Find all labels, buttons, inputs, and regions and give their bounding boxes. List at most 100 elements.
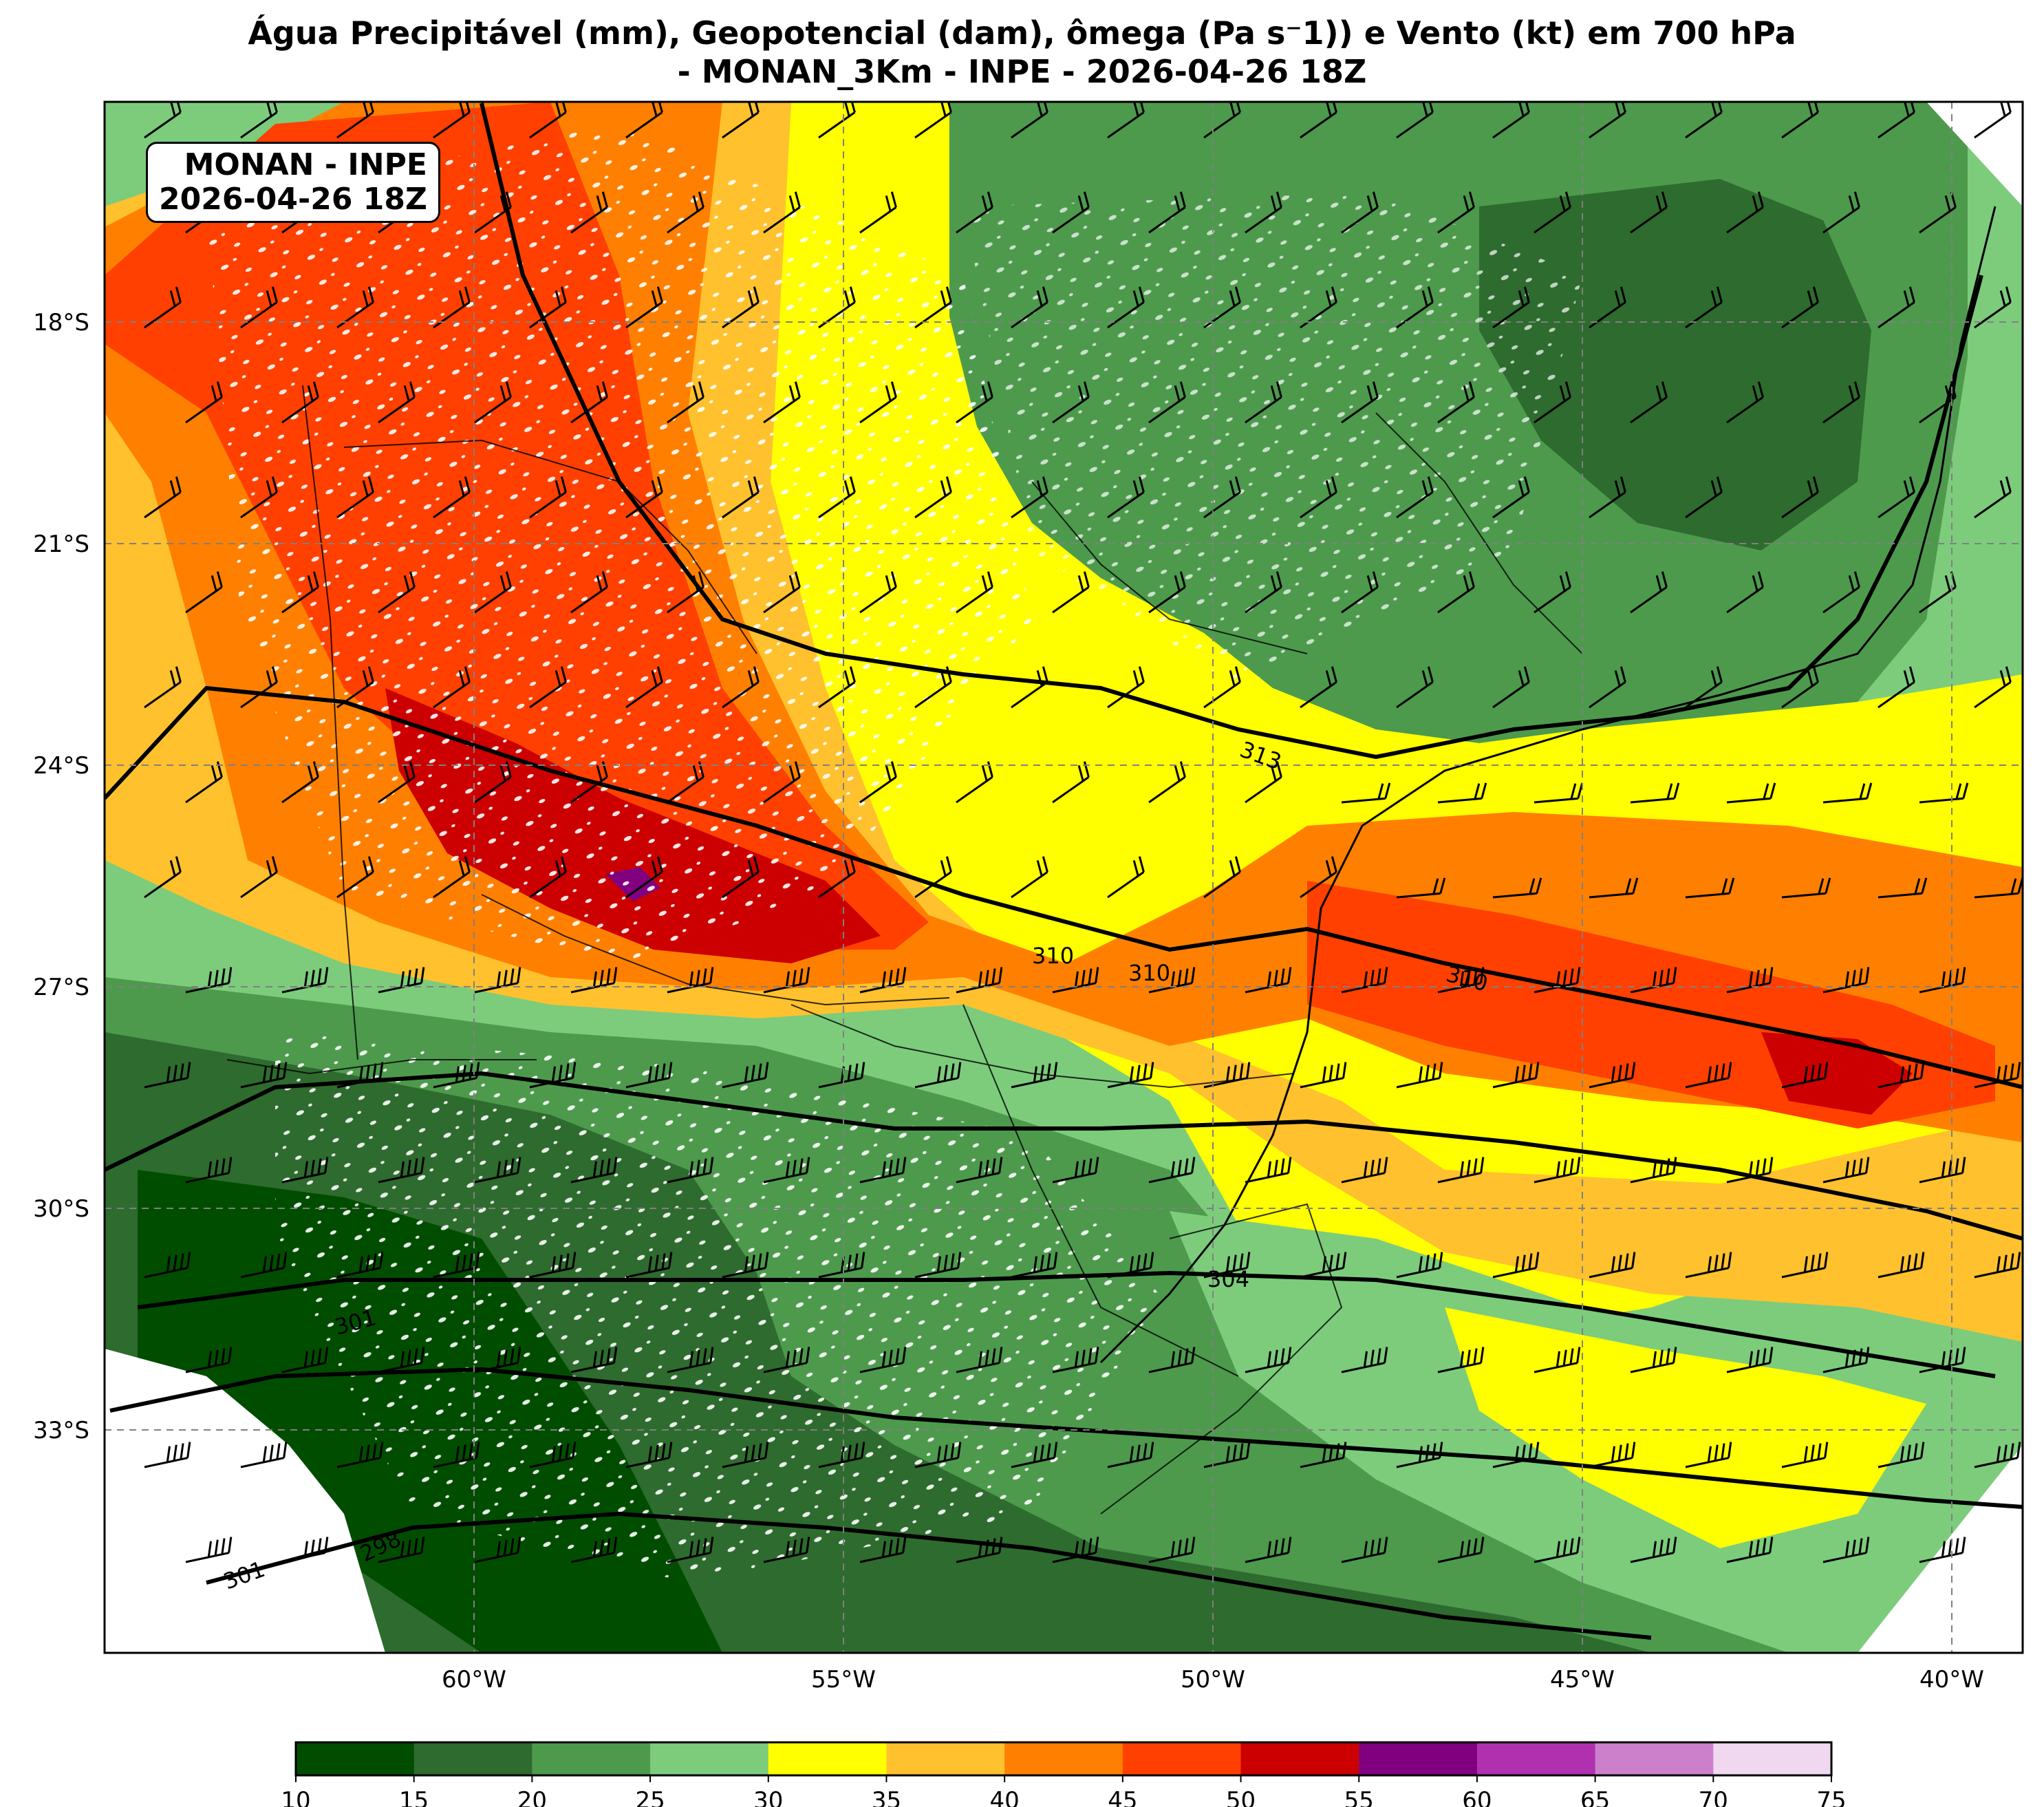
colorbar-segment [532,1742,651,1775]
wind-barb [1011,1062,1058,1089]
info-box-line-1: MONAN - INPE [184,147,427,182]
wind-barb [1052,1537,1099,1563]
wind-barb [722,102,760,139]
wind-barb [625,856,663,899]
wind-barb [1726,1157,1774,1184]
wind-barb [1245,1157,1292,1184]
wind-barb [1919,967,1966,994]
wind-barb [1396,476,1434,519]
wind-barb [240,286,278,329]
wind-barb [474,967,521,994]
wind-barb [336,286,374,329]
wind-barb [956,571,993,614]
wind-barb [1437,1347,1485,1373]
border-line [343,439,757,654]
wind-barb [1685,666,1723,709]
colorbar: 10 15 20 25 30 35 40 45 50 55 60 65 70 75 [281,1741,1847,1807]
wind-barb [1492,1062,1540,1089]
wind-barb [625,1062,673,1089]
wind-barb [570,191,608,234]
wind-barb [1341,782,1391,804]
wind-barb [570,761,608,804]
wind-barb [1300,1442,1347,1468]
colorbar-tick-label: 30 [753,1787,783,1807]
wind-barb [529,286,567,329]
coastline [1099,206,1997,1364]
colorbar-tick-label: 35 [872,1787,901,1807]
wind-barb [1396,1252,1443,1279]
wind-barb [1341,381,1379,424]
wind-barb [144,1252,191,1279]
plot-frame [103,100,2024,1654]
wind-barb [433,1442,480,1468]
wind-barb [1781,1252,1829,1279]
wind-barb [1300,666,1337,709]
colorbar-segment [413,1742,532,1775]
wind-barb [1974,102,2012,139]
wind-barb [1396,1442,1443,1468]
wind-barb [1011,666,1048,709]
wind-barb [1534,381,1571,424]
wind-barb [570,1347,618,1373]
wind-barb [281,381,319,424]
lat-tick-label: 24°S [33,752,89,780]
plot-area: 313 310 310 310 304 301 301 298 [105,102,2023,1653]
wind-barb [1781,102,1819,139]
wind-barb [240,102,278,139]
wind-barb [859,761,897,804]
wind-barb [1107,1062,1154,1089]
wind-barb [667,1157,714,1184]
colorbar-tick-label: 45 [1108,1787,1137,1807]
wind-barb [818,476,856,519]
colorbar-tick-label: 10 [281,1787,310,1807]
wind-barb [1822,191,1860,234]
wind-barb [914,476,952,519]
wind-barb [1396,666,1434,709]
wind-barb [433,102,471,139]
wind-barb [474,191,512,234]
wind-barb [185,381,223,424]
colorbar-segment [1240,1742,1359,1775]
wind-barb [474,761,512,804]
wind-barb [433,666,471,709]
wind-barb [1011,102,1048,139]
wind-barb [722,1252,769,1279]
border-line [962,1004,1239,1377]
wind-barb [1245,967,1292,994]
field-dark-red-east [1761,1032,1913,1115]
wind-barb [433,856,471,899]
border-line [1031,481,1308,654]
wind-barb [1974,1252,2021,1279]
wind-barb [1589,1062,1636,1089]
wind-barb [1726,571,1764,614]
lon-tick-label: 60°W [442,1666,506,1693]
border-line [790,1004,1294,1089]
wind-barb [1630,571,1668,614]
wind-barb [474,571,512,614]
wind-barb [956,1537,1003,1563]
wind-barb [1589,877,1639,899]
wind-barb [1878,286,1915,329]
wind-barb [1300,102,1337,139]
wind-barb [281,1157,329,1184]
wind-barb [1589,1442,1636,1468]
wind-barb [185,967,233,994]
wind-barb [1203,286,1241,329]
wind-barb [1107,666,1145,709]
wind-barb [1300,1062,1347,1089]
wind-barb [1245,1347,1292,1373]
wind-barb [474,1537,521,1563]
wind-barb [1822,782,1873,804]
field-southwest-blank [105,1349,385,1653]
wind-barb [1726,782,1776,804]
wind-barb [1974,1062,2021,1089]
wind-barb [1492,1252,1540,1279]
wind-barb [1300,856,1337,899]
wind-barb [240,1062,288,1089]
wind-barb [1685,877,1735,899]
wind-barb [1245,761,1282,804]
wind-barb [1630,1157,1677,1184]
wind-barb [667,191,704,234]
wind-barb [859,1347,907,1373]
contour-line-298 [206,1511,1652,1640]
